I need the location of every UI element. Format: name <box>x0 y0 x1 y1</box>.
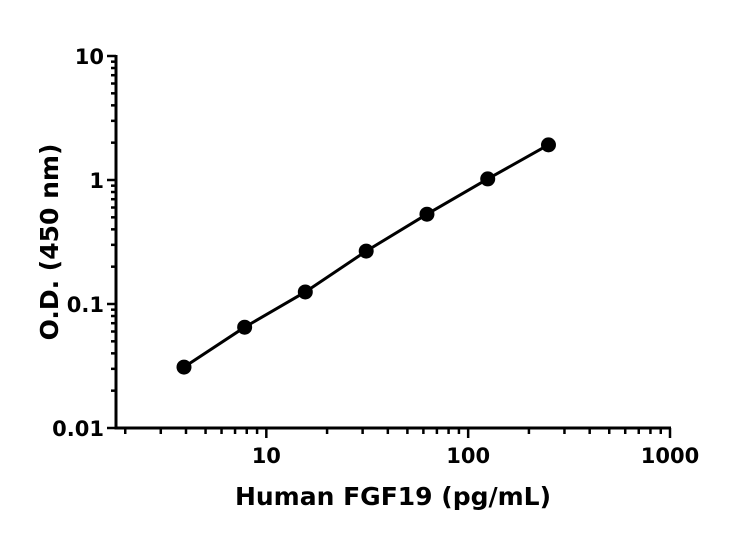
data-point <box>176 359 192 375</box>
x-tick-label: 100 <box>446 444 490 468</box>
data-point <box>480 171 496 187</box>
x-tick-label: 1000 <box>641 444 699 468</box>
data-point <box>237 319 253 335</box>
x-tick-label: 10 <box>252 444 281 468</box>
y-tick-label: 10 <box>75 45 104 69</box>
y-tick-label: 0.01 <box>52 417 104 441</box>
data-point <box>358 243 374 259</box>
y-tick-label: 0.1 <box>67 293 104 317</box>
y-axis-label: O.D. (450 nm) <box>35 144 64 341</box>
y-tick-label: 1 <box>89 169 104 193</box>
data-series <box>176 137 556 375</box>
x-axis-label: Human FGF19 (pg/mL) <box>235 482 551 511</box>
data-point <box>540 137 556 153</box>
axes: 0.01 0.1 1 10 10 100 1000 <box>52 45 699 468</box>
data-point <box>419 206 435 222</box>
data-point <box>297 284 313 300</box>
